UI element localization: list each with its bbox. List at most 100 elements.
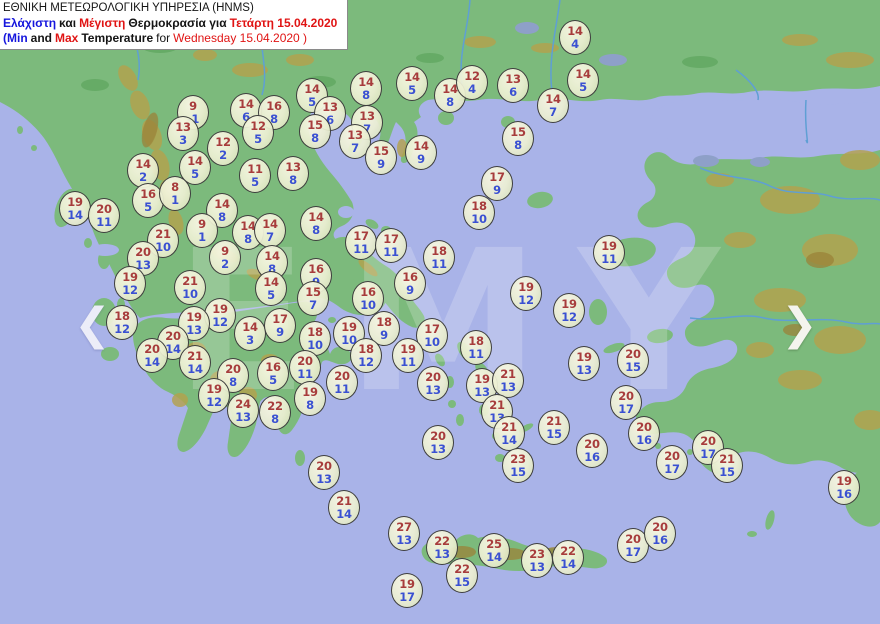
- prev-arrow[interactable]: ❮: [74, 299, 111, 350]
- temp-bubble: 21 14: [328, 490, 360, 525]
- min-temp-value: 9: [276, 324, 284, 339]
- min-temp-value: 12: [561, 309, 577, 324]
- header-box: ΕΘΝΙΚΗ ΜΕΤΕΩΡΟΛΟΓΙΚΗ ΥΠΗΡΕΣΙΑ (HNMS) Ελά…: [0, 0, 349, 50]
- mountains: [118, 34, 880, 430]
- max-temp-value: 19: [518, 280, 534, 294]
- temp-bubble: 22 8: [259, 395, 291, 430]
- max-temp-value: 18: [358, 342, 374, 356]
- temp-bubble: 22 14: [552, 540, 584, 575]
- min-temp-value: 8: [289, 172, 297, 187]
- temp-bubble: 20 11: [326, 365, 358, 400]
- min-temp-value: 12: [212, 314, 228, 329]
- temp-bubble: 23 13: [521, 543, 553, 578]
- next-arrow[interactable]: ❯: [781, 299, 818, 350]
- max-temp-value: 16: [140, 187, 156, 201]
- title-english: (Min and Max Temperature for Wednesday 15.04.…: [3, 31, 340, 46]
- temp-bubble: 11 5: [239, 158, 271, 193]
- max-temp-value: 19: [67, 195, 83, 209]
- min-temp-value: 10: [307, 337, 323, 352]
- min-temp-value: 12: [206, 394, 222, 409]
- max-temp-value: 20: [316, 459, 332, 473]
- min-temp-value: 15: [719, 464, 735, 479]
- min-temp-value: 3: [246, 332, 254, 347]
- max-temp-value: 19: [302, 385, 318, 399]
- max-temp-value: 20: [225, 362, 241, 376]
- max-temp-value: 15: [510, 125, 526, 139]
- max-temp-value: 19: [206, 382, 222, 396]
- min-temp-value: 8: [311, 130, 319, 145]
- max-temp-value: 20: [297, 354, 313, 368]
- temp-bubble: 19 16: [828, 470, 860, 505]
- min-temp-value: 10: [155, 239, 171, 254]
- max-temp-value: 12: [215, 135, 231, 149]
- max-temp-value: 9: [198, 217, 206, 231]
- temp-bubble: 20 16: [644, 516, 676, 551]
- temp-bubble: 12 2: [207, 131, 239, 166]
- temp-bubble: 19 8: [294, 381, 326, 416]
- max-temp-value: 17: [272, 312, 288, 326]
- min-temp-value: 10: [424, 334, 440, 349]
- temp-bubble: 19 12: [198, 378, 230, 413]
- temp-bubble: 27 13: [388, 516, 420, 551]
- min-temp-value: 8: [244, 231, 252, 246]
- max-temp-value: 14: [263, 275, 279, 289]
- min-temp-value: 8: [514, 137, 522, 152]
- max-temp-value: 21: [719, 452, 735, 466]
- max-temp-value: 18: [468, 334, 484, 348]
- min-temp-value: 12: [518, 292, 534, 307]
- temp-bubble: 14 5: [255, 271, 287, 306]
- max-temp-value: 20: [636, 420, 652, 434]
- temp-bubble: 14 7: [537, 88, 569, 123]
- min-temp-value: 13: [500, 379, 516, 394]
- min-temp-value: 17: [664, 461, 680, 476]
- max-temp-value: 14: [575, 67, 591, 81]
- temp-bubble: 18 12: [350, 338, 382, 373]
- temp-bubble: 12 5: [242, 115, 274, 150]
- euboea-island: [328, 236, 425, 328]
- min-temp-value: 10: [360, 297, 376, 312]
- temp-bubble: 15 8: [502, 121, 534, 156]
- min-temp-value: 13: [474, 384, 490, 399]
- max-temp-value: 14: [262, 217, 278, 231]
- min-temp-value: 13: [316, 471, 332, 486]
- min-temp-value: 11: [601, 251, 617, 266]
- temp-bubble: 13 8: [277, 156, 309, 191]
- max-temp-value: 19: [576, 350, 592, 364]
- max-temp-value: 15: [373, 144, 389, 158]
- turkey-se-land: [844, 458, 880, 527]
- temp-bubble: 21 15: [538, 410, 570, 445]
- max-temp-value: 21: [501, 420, 517, 434]
- max-temp-value: 13: [505, 72, 521, 86]
- max-temp-value: 18: [376, 315, 392, 329]
- min-temp-value: 8: [306, 397, 314, 412]
- max-temp-value: 19: [186, 310, 202, 324]
- min-temp-value: 5: [408, 82, 416, 97]
- max-temp-value: 20: [700, 434, 716, 448]
- max-temp-value: 20: [96, 202, 112, 216]
- min-temp-value: 8: [270, 111, 278, 126]
- min-temp-value: 14: [165, 341, 181, 356]
- max-temp-value: 19: [400, 342, 416, 356]
- min-temp-value: 11: [334, 381, 350, 396]
- max-temp-value: 14: [442, 82, 458, 96]
- max-temp-value: 24: [235, 397, 251, 411]
- temp-bubble: 14 7: [254, 213, 286, 248]
- min-temp-value: 13: [576, 362, 592, 377]
- max-temp-value: 21: [546, 414, 562, 428]
- temp-bubble: 14 8: [300, 206, 332, 241]
- temp-label-greek: Θερμοκρασία για: [128, 16, 227, 30]
- min-temp-value: 8: [362, 87, 370, 102]
- min-temp-value: 9: [377, 156, 385, 171]
- min-temp-value: 1: [198, 229, 206, 244]
- min-temp-value: 5: [254, 131, 262, 146]
- max-temp-value: 18: [431, 244, 447, 258]
- min-temp-value: 11: [400, 354, 416, 369]
- max-temp-value: 18: [307, 325, 323, 339]
- max-temp-value: 19: [836, 474, 852, 488]
- temp-bubble: 15 8: [299, 114, 331, 149]
- temp-bubble: 16 10: [352, 281, 384, 316]
- temp-label-english: Temperature: [81, 31, 154, 45]
- max-temp-value: 19: [122, 270, 138, 284]
